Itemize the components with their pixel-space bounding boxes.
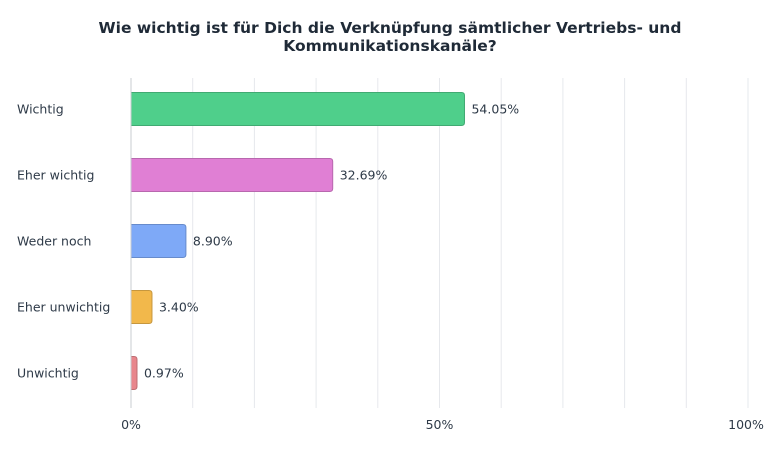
value-label: 3.40%: [159, 300, 199, 315]
value-label: 54.05%: [471, 102, 519, 117]
x-tick-label: 50%: [426, 417, 454, 432]
value-labels: 54.05% 32.69% 8.90% 3.40% 0.97%: [144, 102, 519, 381]
category-label: Eher unwichtig: [17, 300, 110, 315]
chart-title: Wie wichtig ist für Dich die Verknüpfung…: [98, 19, 682, 55]
x-tick-label: 100%: [728, 417, 764, 432]
category-label: Weder noch: [17, 234, 91, 249]
bar: [130, 290, 153, 324]
category-labels: Wichtig Eher wichtig Weder noch Eher unwich…: [17, 102, 110, 381]
bars: [130, 92, 465, 390]
gridlines: [192, 78, 749, 408]
category-label: Unwichtig: [17, 366, 79, 381]
category-label: Eher wichtig: [17, 168, 94, 183]
value-label: 8.90%: [193, 234, 233, 249]
x-axis: 0% 50% 100%: [121, 78, 764, 432]
category-label: Wichtig: [17, 102, 64, 117]
bar: [130, 224, 187, 258]
bar: [130, 158, 334, 192]
value-label: 32.69%: [340, 168, 388, 183]
bar: [130, 92, 465, 126]
value-label: 0.97%: [144, 366, 184, 381]
bar: [130, 356, 138, 390]
x-tick-label: 0%: [121, 417, 141, 432]
